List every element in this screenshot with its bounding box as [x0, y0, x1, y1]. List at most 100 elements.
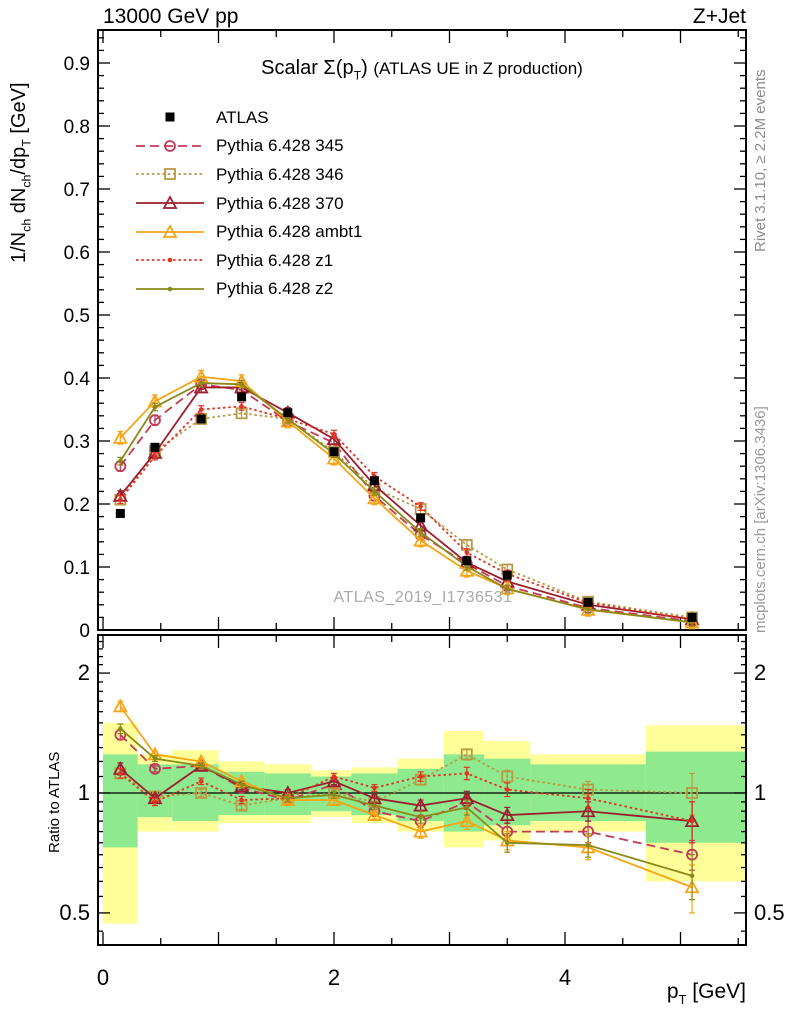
data-point-marker — [372, 803, 377, 808]
data-point-marker — [418, 504, 423, 509]
data-point-marker — [585, 795, 591, 801]
y-tick-label-main: 0.9 — [64, 54, 90, 75]
data-point-marker — [326, 431, 342, 446]
data-point-marker — [118, 771, 123, 776]
series-line — [119, 412, 693, 619]
data-point-marker — [331, 431, 337, 437]
data-point-marker — [280, 792, 296, 806]
data-point-marker — [167, 286, 173, 292]
main-panel-frame — [97, 29, 747, 631]
data-point-marker — [112, 429, 128, 444]
data-point-marker — [164, 168, 176, 181]
data-point-marker — [164, 139, 176, 152]
data-point-marker — [152, 453, 158, 459]
data-point-marker — [112, 698, 128, 713]
y-axis-title-main: 1/Nch dNch/dpT [GeV] — [8, 82, 34, 263]
data-point-marker — [585, 842, 591, 848]
data-point-marker — [285, 795, 291, 801]
data-point-marker — [115, 508, 125, 518]
axis-ticks — [98, 30, 746, 945]
plot-title: Scalar Σ(pT) (ATLAS UE in Z production) — [98, 57, 746, 83]
data-point-marker — [195, 787, 208, 799]
x-tick-label: 4 — [559, 965, 571, 990]
data-point-marker — [689, 873, 695, 879]
legend-item: Pythia 6.428 z2 — [134, 275, 362, 304]
data-point-marker — [504, 787, 510, 792]
data-point-marker — [329, 447, 339, 457]
data-point-marker — [416, 513, 426, 523]
data-point-marker — [326, 450, 342, 465]
data-point-marker — [460, 748, 473, 761]
legend-label: Pythia 6.428 z1 — [216, 250, 334, 270]
label-segment: dN — [8, 187, 30, 219]
series-line — [119, 705, 693, 889]
data-point-marker — [502, 570, 512, 580]
data-point-marker — [372, 489, 377, 494]
data-point-marker — [687, 612, 697, 622]
legend-marker-icon — [136, 168, 204, 181]
data-point-marker — [464, 771, 470, 776]
data-point-marker — [501, 770, 514, 783]
data-point-marker — [152, 799, 158, 805]
data-point-marker — [198, 380, 204, 386]
y-tick-label-main: 0.3 — [64, 432, 90, 453]
data-point-marker — [580, 803, 596, 818]
data-point-marker — [504, 840, 510, 846]
data-point-marker — [413, 532, 429, 547]
data-point-marker — [239, 404, 244, 409]
data-point-marker — [366, 807, 382, 822]
mcplots-reference-note: mcplots.cern.ch [arXiv:1306.3436] — [752, 406, 769, 633]
data-point-marker — [418, 814, 423, 820]
legend-item: Pythia 6.428 370 — [134, 189, 362, 218]
y-tick-label-main: 0.4 — [64, 369, 91, 390]
legend-marker-icon — [136, 195, 204, 209]
legend-label: Pythia 6.428 346 — [216, 164, 344, 184]
analysis-watermark: ATLAS_2019_I1736531 — [333, 589, 513, 606]
data-point-marker — [285, 416, 291, 422]
legend-item: ATLAS — [134, 103, 362, 132]
data-point-marker — [413, 797, 429, 812]
y-tick-label-main: 0 — [79, 621, 90, 642]
series-line — [119, 728, 693, 877]
data-point-marker — [372, 785, 377, 791]
label-segment: [GeV] — [8, 82, 30, 140]
legend-marker-icon — [136, 257, 204, 263]
data-point-marker — [464, 550, 470, 555]
data-point-marker — [583, 597, 593, 607]
series-pythia-6-428-z1-ratio — [117, 766, 696, 844]
data-point-marker — [118, 726, 123, 732]
data-point-marker — [239, 382, 244, 387]
label-segment: p — [666, 980, 679, 1003]
data-point-marker — [239, 782, 244, 787]
series-line — [119, 764, 693, 823]
data-point-marker — [413, 823, 429, 838]
data-point-marker — [499, 807, 515, 822]
y-tick-label-main: 0.1 — [64, 558, 90, 579]
series-atlas-main — [115, 392, 697, 622]
data-point-marker — [239, 797, 244, 803]
data-point-marker — [462, 556, 472, 566]
data-point-marker — [326, 792, 342, 806]
series-pythia-6-428-z2-ratio — [117, 723, 696, 901]
series-line — [119, 405, 693, 621]
data-point-marker — [366, 490, 382, 505]
x-tick-label: 2 — [328, 965, 340, 990]
data-point-marker — [459, 813, 475, 828]
legend-label: ATLAS — [216, 107, 269, 127]
ratio-tick-label-left: 2 — [78, 660, 90, 685]
data-point-marker — [150, 442, 160, 452]
legend-marker-icon — [136, 223, 204, 238]
data-point-marker — [152, 404, 158, 410]
series-line — [119, 382, 693, 624]
data-point-marker — [118, 458, 123, 464]
data-point-marker — [331, 774, 337, 779]
y-axis-title-ratio: Ratio to ATLAS — [46, 751, 63, 853]
data-point-marker — [149, 762, 161, 775]
label-segment: T — [19, 139, 34, 147]
x-axis-title: pT [GeV] — [556, 980, 746, 1007]
x-tick-label: 0 — [97, 965, 109, 990]
legend-label: Pythia 6.428 370 — [216, 193, 344, 213]
label-segment: ch — [19, 218, 34, 232]
beam-energy-title: 13000 GeV pp — [103, 5, 239, 28]
